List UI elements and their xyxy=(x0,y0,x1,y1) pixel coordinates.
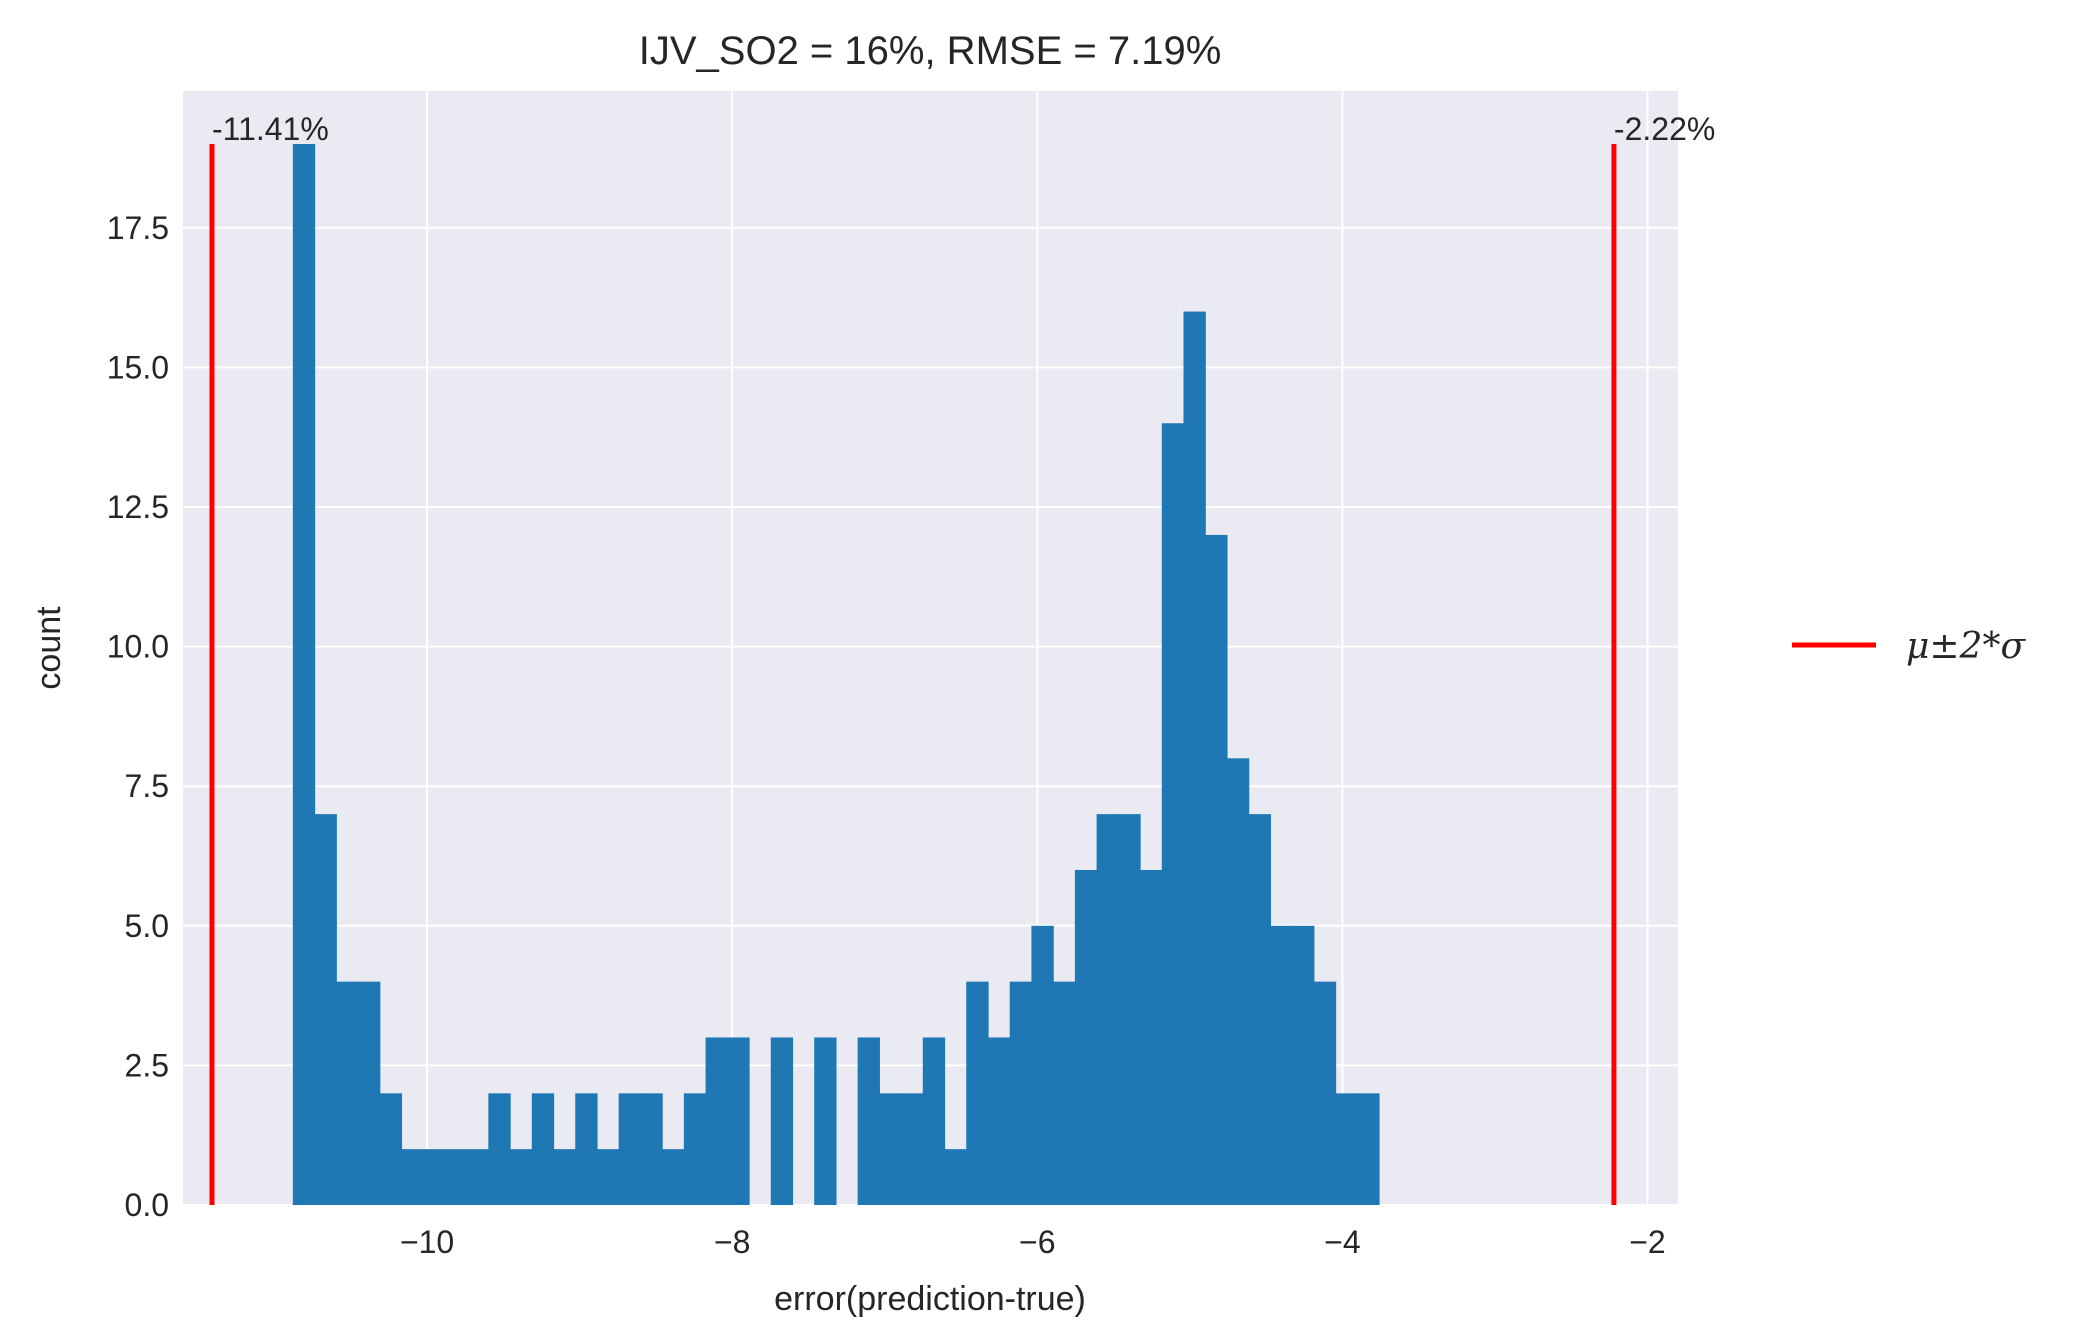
histogram-bar xyxy=(1074,869,1098,1205)
histogram-bar xyxy=(966,981,989,1205)
histogram-bar xyxy=(292,144,316,1206)
x-tick-label: −8 xyxy=(714,1224,750,1260)
histogram-bar xyxy=(423,1149,446,1205)
histogram-bar xyxy=(618,1093,642,1205)
histogram-bar xyxy=(1161,423,1185,1205)
histogram-bar xyxy=(314,814,337,1205)
y-tick-label: 2.5 xyxy=(125,1047,169,1083)
histogram-bar xyxy=(358,981,381,1205)
y-tick-label: 0.0 xyxy=(125,1187,169,1223)
histogram-bar xyxy=(488,1093,511,1205)
histogram-bar xyxy=(531,1093,555,1205)
histogram-bar xyxy=(553,1149,576,1205)
histogram-bar xyxy=(1313,981,1337,1205)
legend-entry: μ±2*σ xyxy=(1906,626,2026,667)
histogram-bar xyxy=(814,1037,837,1205)
histogram-bar xyxy=(444,1149,468,1205)
reference-line-label: -11.41% xyxy=(212,111,329,147)
y-tick-label: 5.0 xyxy=(125,908,169,944)
histogram-bar xyxy=(1357,1093,1380,1205)
x-axis-label: error(prediction-true) xyxy=(774,1280,1086,1318)
histogram-bar xyxy=(727,1037,750,1205)
histogram-bar xyxy=(1118,814,1141,1205)
histogram-bar xyxy=(1335,1093,1358,1205)
histogram-bar xyxy=(1096,814,1119,1205)
histogram-bar xyxy=(1248,814,1271,1205)
histogram-bar xyxy=(987,1037,1011,1205)
x-tick-label: −2 xyxy=(1629,1224,1665,1260)
y-tick-label: 12.5 xyxy=(107,489,169,525)
reference-line-label: -2.22% xyxy=(1614,111,1715,147)
histogram-bar xyxy=(1183,311,1206,1205)
histogram-bar xyxy=(401,1149,424,1205)
histogram-bar xyxy=(1292,925,1315,1205)
y-tick-label: 7.5 xyxy=(125,768,169,804)
histogram-bar xyxy=(1205,534,1228,1205)
y-tick-label: 17.5 xyxy=(107,210,169,246)
y-tick-label: 15.0 xyxy=(107,349,169,385)
x-tick-label: −10 xyxy=(400,1224,454,1260)
histogram-bar xyxy=(596,1149,620,1205)
histogram-bar xyxy=(1226,758,1250,1205)
histogram-bar xyxy=(770,1037,794,1205)
histogram-bar xyxy=(705,1037,728,1205)
histogram-bar xyxy=(1140,869,1163,1205)
grid-lines xyxy=(183,91,1678,1206)
y-axis-label: count xyxy=(30,606,68,690)
x-tick-label: −4 xyxy=(1324,1224,1360,1260)
histogram-bar xyxy=(879,1093,902,1205)
histogram-bars xyxy=(292,144,1380,1206)
histogram-bar xyxy=(944,1149,967,1205)
histogram-bar xyxy=(466,1149,489,1205)
tick-labels: −10 −8 −6 −4 −2 0.0 2.5 5.0 7.5 10.0 12.5 15.0 17.5 xyxy=(107,210,1666,1260)
histogram-bar xyxy=(640,1093,663,1205)
histogram-bar xyxy=(379,1093,403,1205)
chart-title: IJV_SO2 = 16%, RMSE = 7.19% xyxy=(639,29,1222,73)
histogram-bar xyxy=(1009,981,1033,1205)
plot-background xyxy=(183,91,1678,1205)
histogram-bar xyxy=(1270,925,1293,1205)
reference-lines: -11.41% -2.22% xyxy=(209,111,1715,1205)
histogram-bar xyxy=(922,1037,946,1205)
legend: μ±2*σ xyxy=(1792,626,2026,667)
histogram-bar xyxy=(575,1093,598,1205)
histogram-bar xyxy=(510,1149,533,1205)
histogram-bar xyxy=(662,1149,685,1205)
histogram-bar xyxy=(1053,981,1076,1205)
histogram-bar xyxy=(683,1093,707,1205)
histogram-bar xyxy=(857,1037,880,1205)
histogram-bar xyxy=(1031,925,1054,1205)
x-tick-label: −6 xyxy=(1019,1224,1055,1260)
histogram-bar xyxy=(901,1093,924,1205)
histogram-bar xyxy=(336,981,359,1205)
y-tick-label: 10.0 xyxy=(107,629,169,665)
